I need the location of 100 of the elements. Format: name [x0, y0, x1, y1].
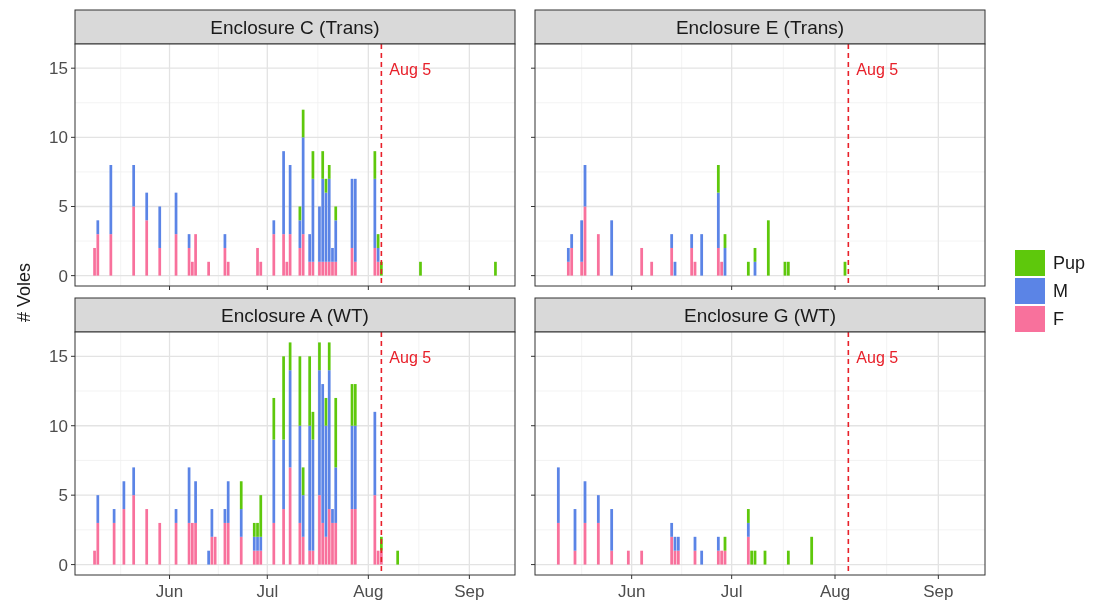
y-tick-label: 10	[49, 416, 68, 436]
bar	[716, 536, 720, 551]
ref-line-label: Aug 5	[856, 61, 899, 78]
bar	[318, 342, 321, 371]
bar	[610, 509, 614, 551]
x-tick-label: Aug	[819, 582, 851, 601]
bar	[132, 206, 136, 276]
bar	[334, 467, 338, 523]
bar	[132, 467, 136, 496]
bar	[494, 261, 497, 276]
bar	[96, 495, 100, 523]
legend-label: F	[1053, 309, 1064, 329]
y-tick-label: 10	[49, 128, 68, 148]
bar	[272, 397, 276, 440]
bar	[327, 178, 331, 262]
bar	[353, 178, 357, 262]
bar	[158, 206, 162, 248]
x-tick-label: Jul	[256, 582, 279, 601]
bar	[373, 151, 377, 179]
bar	[282, 509, 285, 565]
bar	[252, 522, 256, 537]
bar	[746, 522, 750, 537]
bar	[650, 261, 654, 276]
bar	[670, 247, 674, 276]
bar	[640, 550, 644, 565]
legend-label: Pup	[1053, 253, 1086, 273]
y-tick-label: 0	[58, 555, 68, 575]
bar	[109, 165, 113, 235]
bar	[746, 261, 750, 276]
ref-line-label: Aug 5	[389, 61, 432, 78]
bar	[272, 522, 276, 565]
bar	[690, 247, 694, 276]
x-tick-label: Sep	[923, 582, 954, 601]
bar	[321, 178, 325, 262]
bar	[766, 220, 770, 276]
bar	[207, 550, 210, 565]
bar	[282, 151, 285, 235]
legend-label: M	[1053, 281, 1068, 301]
bar	[282, 234, 285, 276]
bar	[570, 234, 574, 248]
y-axis-title: # Voles	[14, 262, 34, 323]
bar	[239, 536, 243, 565]
bar	[690, 234, 694, 248]
bar	[786, 550, 790, 565]
bar	[109, 234, 113, 276]
bar	[272, 220, 276, 235]
bar	[145, 509, 149, 565]
bar	[716, 550, 720, 565]
bar	[145, 220, 149, 276]
x-tick-label: Jun	[155, 582, 184, 601]
bar	[259, 536, 263, 551]
bar	[419, 261, 422, 276]
bar	[272, 439, 276, 523]
y-tick-label: 5	[58, 486, 68, 506]
bar	[256, 247, 259, 276]
y-tick-label: 15	[49, 59, 68, 79]
bar	[373, 495, 377, 565]
bar	[716, 165, 720, 193]
bar	[282, 356, 285, 440]
bar	[570, 247, 574, 276]
bar	[252, 536, 256, 551]
y-tick-label: 15	[49, 347, 68, 367]
bar	[226, 481, 230, 523]
bar	[810, 536, 814, 565]
bar	[96, 234, 100, 276]
bar	[556, 522, 560, 565]
bar	[334, 206, 338, 221]
bar	[96, 220, 100, 235]
bar	[318, 261, 321, 276]
bar	[194, 522, 197, 565]
bar	[194, 481, 197, 523]
bar	[334, 220, 338, 262]
bar	[670, 536, 674, 565]
x-tick-label: Aug	[353, 582, 384, 601]
bar	[327, 342, 331, 371]
bar	[331, 261, 334, 276]
bar	[373, 247, 377, 276]
bar	[194, 234, 197, 276]
x-tick-label: Sep	[454, 582, 485, 601]
bar	[321, 151, 325, 179]
bar	[334, 261, 338, 276]
bar	[596, 495, 600, 523]
bar	[256, 550, 259, 565]
bar	[373, 411, 377, 496]
bar	[334, 522, 338, 565]
bar	[327, 165, 331, 179]
bar	[132, 165, 136, 207]
bar	[272, 234, 276, 276]
bar	[580, 220, 584, 262]
bar	[158, 522, 162, 565]
chart-title: Enclosure C (Trans)	[210, 17, 380, 38]
bar	[259, 495, 263, 537]
bar	[396, 550, 400, 565]
bar	[259, 550, 263, 565]
bar	[670, 522, 674, 537]
ref-line-label: Aug 5	[856, 349, 899, 366]
bar	[318, 495, 321, 565]
bar	[301, 234, 305, 276]
bar	[327, 509, 331, 565]
chart-title: Enclosure E (Trans)	[675, 17, 845, 38]
